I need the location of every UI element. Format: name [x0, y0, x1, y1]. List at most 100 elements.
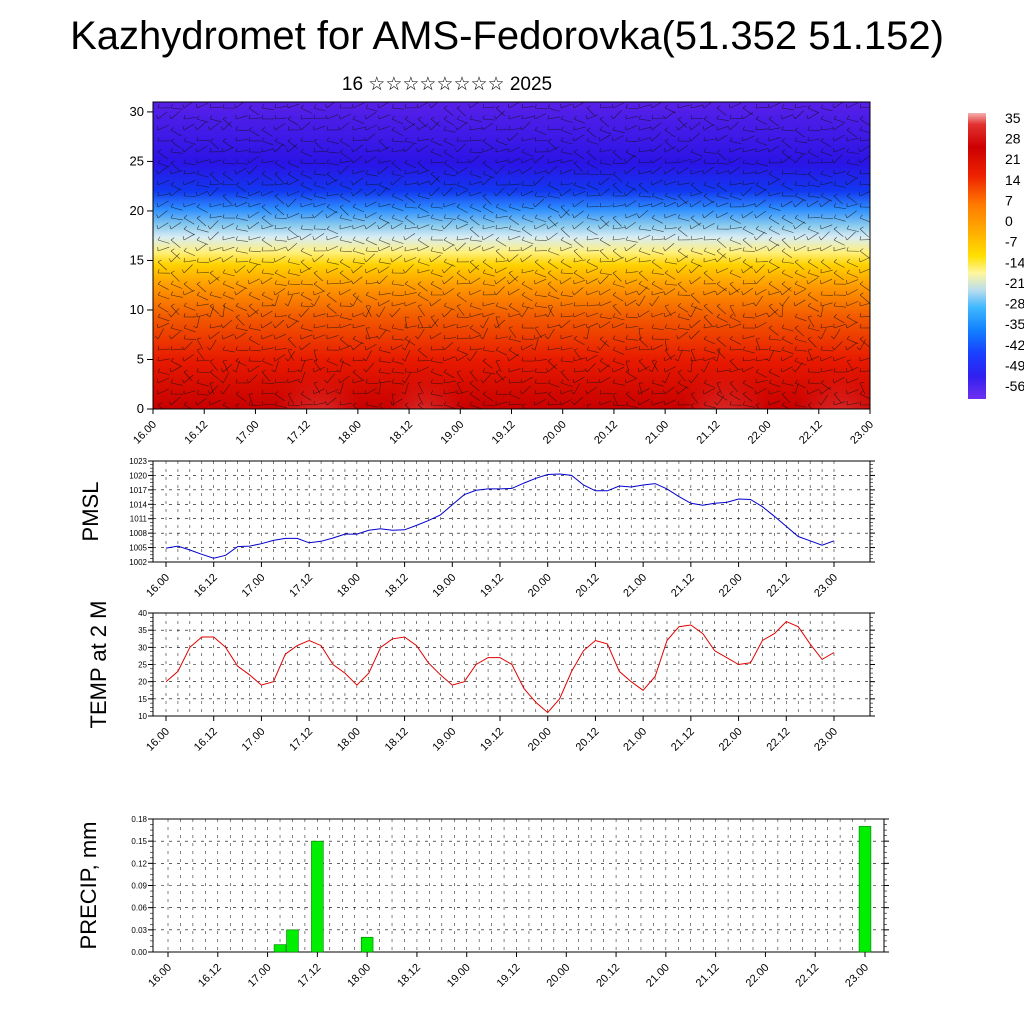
wind-barb — [326, 283, 339, 285]
wind-barb — [573, 396, 584, 406]
wind-barb — [781, 393, 791, 404]
wind-barb — [235, 265, 246, 274]
wind-barb — [326, 162, 339, 166]
wind-barb-flag — [157, 159, 161, 164]
wind-barb — [456, 167, 468, 175]
wind-barb — [274, 315, 287, 318]
wind-barb-flag — [767, 313, 770, 318]
wind-barb — [625, 271, 638, 274]
wind-barb — [495, 165, 505, 175]
wind-barb-flag — [235, 324, 239, 329]
wind-barb-flag — [820, 115, 824, 120]
wind-barb-flag — [690, 235, 692, 241]
wind-barb-flag — [859, 292, 864, 296]
wind-barb-flag — [169, 192, 172, 197]
wind-barb-flag — [235, 159, 238, 164]
wind-barb — [560, 183, 573, 186]
wind-barb-flag — [677, 193, 682, 197]
wind-barb — [157, 377, 170, 384]
wind-barb-flag — [170, 324, 174, 329]
wind-barb — [781, 155, 792, 164]
wind-barb — [677, 217, 690, 222]
wind-barb — [183, 305, 196, 311]
wind-barb — [807, 195, 820, 198]
wind-barb — [352, 177, 363, 186]
wind-barb-flag — [234, 335, 237, 340]
wind-barb-flag — [508, 203, 512, 208]
wind-barb — [430, 121, 440, 131]
wind-barb — [482, 261, 494, 270]
wind-barb-flag — [508, 181, 511, 186]
wind-barb — [664, 195, 677, 200]
wind-barb — [612, 322, 625, 329]
wind-barb — [820, 217, 833, 219]
wind-barb — [235, 349, 248, 352]
wind-barb-flag — [287, 258, 291, 263]
wind-barb — [664, 349, 673, 360]
wind-barb — [742, 349, 755, 354]
wind-barb — [378, 371, 391, 375]
wind-barb-flag — [170, 248, 175, 252]
wind-barb — [274, 183, 287, 186]
wind-barb-flag — [261, 379, 264, 384]
wind-barb — [690, 151, 703, 157]
wind-barb-flag — [404, 368, 407, 373]
wind-barb-flag — [196, 357, 199, 362]
wind-barb — [807, 232, 819, 241]
wind-barb-flag — [520, 258, 523, 263]
wind-barb — [846, 118, 859, 123]
wind-barb-flag — [430, 148, 434, 153]
wind-barb-flag — [391, 214, 395, 219]
wind-barb-flag — [534, 269, 538, 274]
wind-barb-flag — [859, 226, 864, 230]
wind-barb-flag — [624, 302, 627, 307]
wind-barb — [313, 162, 327, 164]
wind-barb — [534, 333, 547, 340]
wind-barb — [222, 334, 235, 340]
wind-barb-flag — [689, 225, 692, 230]
wind-barb-flag — [507, 357, 510, 362]
wind-barb — [768, 400, 781, 406]
wind-barb-flag — [547, 203, 551, 208]
wind-barb — [378, 327, 391, 332]
wind-barb — [235, 360, 240, 373]
wind-barb-flag — [157, 379, 159, 384]
wind-barb-flag — [612, 313, 616, 318]
wind-barb — [781, 283, 792, 292]
wind-barb-flag — [599, 358, 604, 362]
wind-barb — [352, 217, 365, 222]
wind-barb-flag — [456, 346, 460, 351]
wind-barb — [534, 113, 546, 120]
wind-barb-flag — [469, 391, 474, 395]
wind-barb — [612, 382, 625, 386]
wind-barb-flag — [378, 214, 382, 219]
x-tick-label: 18.12 — [383, 572, 411, 600]
wind-barb-flag — [375, 313, 380, 318]
wind-barb — [612, 102, 625, 109]
wind-barb-flag — [560, 226, 565, 230]
wind-barb — [716, 287, 727, 296]
wind-barb-flag — [521, 302, 525, 307]
x-tick-label: 16.00 — [144, 726, 172, 754]
wind-barb — [508, 115, 521, 120]
wind-barb-flag — [664, 127, 669, 131]
wind-barb-flag — [260, 313, 263, 318]
wind-barb-flag — [221, 368, 224, 373]
y-tick-label: 1020 — [129, 471, 147, 480]
wind-barb — [742, 335, 755, 340]
wind-barb-flag — [534, 291, 537, 296]
wind-barb-flag — [183, 215, 188, 219]
wind-barb — [638, 204, 651, 208]
wind-barb-flag — [817, 314, 822, 318]
wind-barb-flag — [690, 292, 695, 296]
wind-barb — [651, 261, 663, 270]
wind-barb-flag — [326, 292, 331, 296]
wind-barb-flag — [196, 368, 199, 373]
wind-barb-flag — [170, 148, 173, 153]
wind-barb — [742, 228, 754, 235]
wind-barb-flag — [560, 137, 564, 142]
wind-barb-flag — [625, 148, 629, 153]
wind-barb-flag — [222, 104, 225, 109]
wind-barb-flag — [779, 302, 783, 307]
wind-barb — [248, 129, 260, 137]
